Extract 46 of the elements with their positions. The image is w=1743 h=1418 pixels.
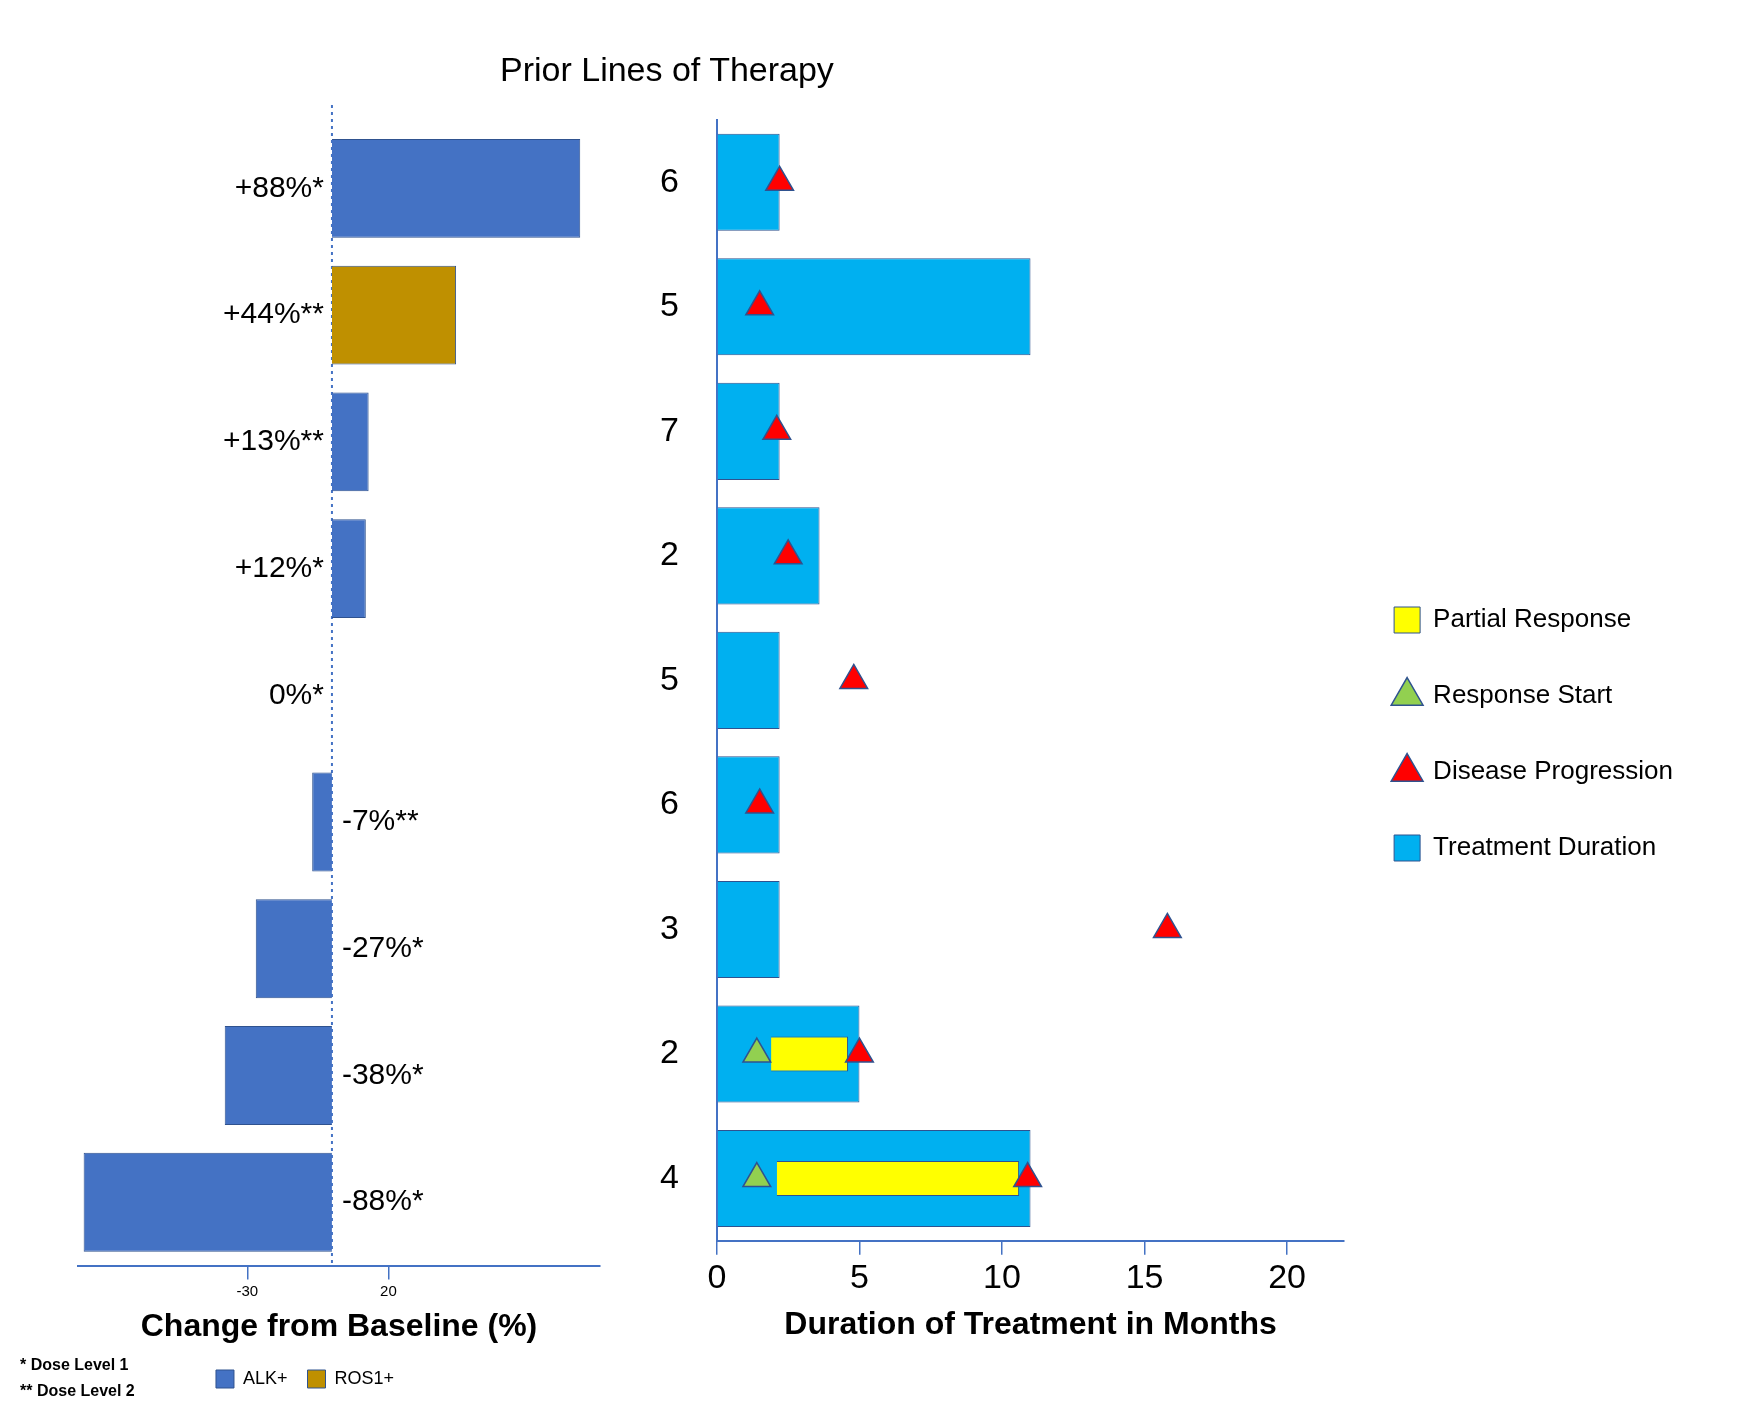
y-tick-label: 6 bbox=[659, 160, 679, 199]
x-tick-label: 15 bbox=[1125, 1256, 1164, 1295]
y-tick-label: 2 bbox=[659, 1032, 679, 1071]
data-label: -27%* bbox=[341, 930, 424, 964]
legend-label: Treatment Duration bbox=[1433, 831, 1657, 862]
y-axis-title: Prior Lines of Therapy bbox=[500, 50, 834, 89]
point bbox=[839, 663, 869, 690]
legend-label: Disease Progression bbox=[1433, 755, 1673, 786]
x-axis-title: Duration of Treatment in Months bbox=[784, 1304, 1277, 1341]
x-tick-label: 20 bbox=[380, 1281, 397, 1299]
data-label: -7%** bbox=[341, 803, 419, 837]
y-tick-label: 2 bbox=[659, 534, 679, 573]
data-label: 0%* bbox=[268, 676, 325, 710]
y-tick-label: 7 bbox=[659, 409, 679, 448]
point bbox=[1152, 912, 1182, 939]
legend-label: ROS1+ bbox=[334, 1367, 395, 1388]
data-label: +13%** bbox=[223, 423, 325, 457]
y-tick-label: 5 bbox=[659, 658, 679, 697]
point bbox=[773, 539, 803, 565]
text: ** Dose Level 2 bbox=[20, 1381, 135, 1401]
point bbox=[762, 414, 792, 441]
text: * Dose Level 1 bbox=[20, 1355, 130, 1375]
x-tick-label: 10 bbox=[983, 1256, 1021, 1295]
data-label: -38%* bbox=[341, 1056, 424, 1090]
data-label: -88%* bbox=[341, 1183, 424, 1217]
legend-label: Partial Response bbox=[1433, 603, 1632, 634]
data-label: +44%** bbox=[223, 296, 325, 330]
legend-label: ALK+ bbox=[242, 1367, 288, 1388]
point bbox=[765, 165, 795, 192]
x-axis-title: Change from Baseline (%) bbox=[140, 1306, 538, 1343]
data-label: +12%* bbox=[234, 549, 325, 583]
y-tick-label: 6 bbox=[659, 783, 679, 822]
x-tick-label: 0 bbox=[707, 1256, 727, 1295]
point bbox=[1013, 1161, 1043, 1188]
legend-label: Response Start bbox=[1433, 679, 1614, 710]
point bbox=[844, 1037, 875, 1063]
x-tick-label: 5 bbox=[849, 1256, 869, 1295]
point bbox=[742, 1161, 772, 1188]
y-tick-label: 5 bbox=[659, 285, 679, 324]
point bbox=[745, 290, 775, 316]
x-tick-label: -30 bbox=[236, 1281, 259, 1299]
data-label: +88%* bbox=[234, 169, 325, 203]
point bbox=[742, 1037, 772, 1063]
y-tick-label: 4 bbox=[659, 1156, 679, 1195]
x-tick-label: 20 bbox=[1268, 1256, 1307, 1295]
y-tick-label: 3 bbox=[659, 907, 679, 946]
